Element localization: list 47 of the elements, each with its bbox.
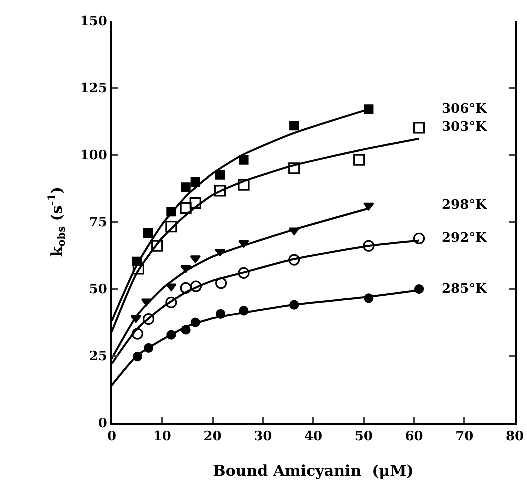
point xyxy=(239,155,249,165)
point xyxy=(143,228,154,238)
point xyxy=(166,221,178,233)
point xyxy=(216,170,226,180)
x-tick-label: 20 xyxy=(204,430,222,445)
y-tick-label: 0 xyxy=(98,416,108,432)
x-tick-label: 40 xyxy=(304,430,323,445)
x-tick-label: 60 xyxy=(405,430,424,445)
x-tick-label: 80 xyxy=(506,430,524,445)
series-label: 285°K xyxy=(442,282,488,297)
point xyxy=(214,185,226,197)
point xyxy=(190,280,202,292)
x-axis-title: Bound Amicyanin (μM) xyxy=(213,462,414,480)
y-tick-label: 100 xyxy=(80,148,108,164)
point xyxy=(190,178,200,188)
point xyxy=(363,240,375,252)
x-tick-label: 50 xyxy=(354,430,373,445)
x-tick-label: 70 xyxy=(456,430,474,445)
series-label: 292°K xyxy=(442,231,488,246)
x-tick-label: 0 xyxy=(107,430,117,445)
y-tick-label: 125 xyxy=(80,82,108,97)
text: 298°K xyxy=(442,198,488,213)
point xyxy=(166,296,178,308)
point xyxy=(288,162,300,174)
point xyxy=(354,154,366,166)
point xyxy=(180,282,192,294)
point xyxy=(152,240,164,252)
text: 306°K xyxy=(442,102,488,117)
point xyxy=(290,120,300,131)
x-tick-label: 10 xyxy=(153,430,172,445)
point xyxy=(413,122,426,134)
series-label: 303°K xyxy=(442,120,488,135)
y-tick-label: 75 xyxy=(89,216,108,231)
point xyxy=(238,267,250,279)
point xyxy=(190,197,202,210)
point xyxy=(142,313,155,326)
point xyxy=(181,182,191,192)
point xyxy=(238,179,250,191)
point xyxy=(288,254,300,266)
point xyxy=(413,232,426,244)
point xyxy=(180,202,192,214)
point xyxy=(216,278,228,290)
y-tick-label: 150 xyxy=(80,14,108,30)
point xyxy=(132,328,144,340)
y-tick-label: 50 xyxy=(89,282,108,298)
y-tick-label: 25 xyxy=(89,350,108,365)
x-tick-label: 30 xyxy=(254,430,272,445)
